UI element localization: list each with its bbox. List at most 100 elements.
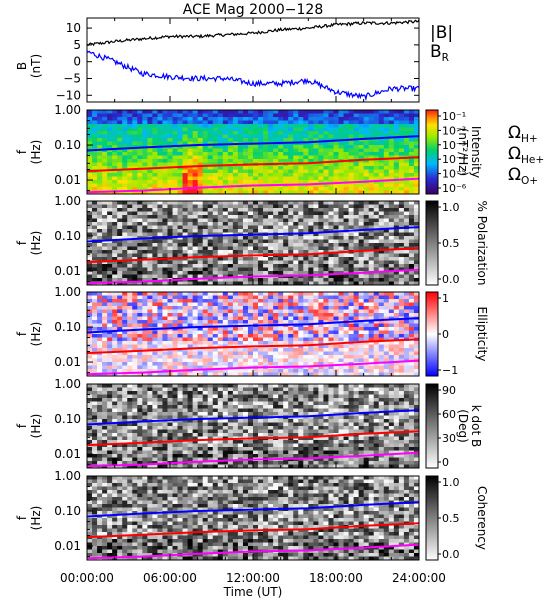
- spectrogram-cell: [288, 330, 294, 335]
- spectrogram-cell: [308, 299, 314, 303]
- spectrogram-cell: [137, 148, 143, 153]
- spectrogram-cell: [388, 243, 395, 247]
- spectrogram-cell: [87, 295, 93, 300]
- spectrogram-cell: [122, 211, 128, 216]
- spectrogram-cell: [102, 113, 108, 118]
- spectrogram-cell: [172, 243, 178, 247]
- spectrogram-cell: [107, 211, 113, 216]
- spectrogram-cell: [97, 257, 103, 261]
- spectrogram-cell: [87, 117, 93, 121]
- spectrogram-cell: [323, 162, 329, 167]
- spectrogram-cell: [117, 246, 123, 251]
- spectrogram-cell: [107, 295, 113, 300]
- spectrogram-cell: [333, 222, 339, 226]
- spectrogram-cell: [202, 166, 209, 170]
- spectrogram-cell: [162, 362, 168, 366]
- spectrogram-cell: [202, 131, 209, 135]
- spectrogram-cell: [162, 316, 168, 321]
- spectrogram-cell: [207, 204, 214, 209]
- spectrogram-cell: [242, 246, 249, 251]
- colorbar-tick-label: 10⁻⁶: [442, 182, 467, 195]
- spectrogram-cell: [343, 327, 349, 331]
- spectrogram-cell: [87, 141, 93, 146]
- spectrogram-cell: [222, 145, 229, 149]
- spectrogram-cell: [393, 173, 400, 177]
- spectrogram-cell: [92, 457, 98, 462]
- spectrogram-cell: [247, 257, 254, 261]
- spectrogram-cell: [293, 281, 299, 286]
- spectrogram-cell: [197, 355, 204, 359]
- spectrogram-cell: [333, 232, 339, 237]
- spectrogram-cell: [247, 348, 254, 352]
- spectrogram-cell: [182, 281, 189, 286]
- spectrogram-cell: [258, 201, 264, 205]
- spectrogram-cell: [132, 110, 138, 114]
- spectrogram-cell: [393, 204, 400, 209]
- spectrogram-cell: [112, 236, 118, 240]
- spectrogram-cell: [122, 267, 128, 272]
- spectrogram-cell: [293, 138, 299, 142]
- spectrogram-cell: [142, 320, 148, 324]
- spectrogram-cell: [112, 351, 118, 356]
- spectrogram-cell: [403, 190, 410, 195]
- spectrogram-cell: [398, 169, 405, 174]
- spectrogram-cell: [92, 440, 98, 444]
- spectrogram-cell: [368, 320, 375, 324]
- spectrogram-cell: [222, 313, 229, 317]
- spectrogram-cell: [353, 246, 360, 251]
- spectrogram-cell: [142, 131, 148, 135]
- spectrogram-cell: [242, 169, 249, 174]
- spectrogram-cell: [278, 337, 284, 342]
- spectrogram-cell: [222, 264, 229, 268]
- spectrogram-cell: [283, 281, 289, 286]
- spectrogram-cell: [212, 183, 219, 188]
- spectrogram-cell: [147, 323, 153, 328]
- spectrogram-cell: [253, 278, 259, 282]
- spectrogram-cell: [333, 166, 339, 170]
- spectrogram-cell: [253, 246, 259, 251]
- spectrogram-cell: [202, 295, 209, 300]
- spectrogram-cell: [408, 232, 415, 237]
- spectrogram-cell: [408, 138, 415, 142]
- spectrogram-cell: [353, 369, 360, 373]
- spectrogram-cell: [127, 138, 133, 142]
- spectrogram-cell: [202, 264, 209, 268]
- spectrogram-cell: [373, 159, 380, 163]
- spectrogram-cell: [383, 138, 390, 142]
- spectrogram-cell: [227, 362, 234, 366]
- spectrogram-cell: [403, 113, 410, 118]
- spectrogram-cell: [348, 145, 355, 149]
- spectrogram-cell: [258, 211, 264, 216]
- spectrogram-cell: [283, 309, 289, 314]
- spectrogram-cell: [368, 302, 375, 307]
- spectrogram-cell: [318, 239, 324, 244]
- spectrogram-cell: [147, 225, 153, 230]
- spectrogram-cell: [132, 201, 138, 205]
- spectrogram-cell: [263, 341, 269, 345]
- spectrogram-cell: [373, 211, 380, 216]
- spectrogram-cell: [343, 152, 349, 156]
- spectrogram-cell: [328, 264, 334, 268]
- spectrogram-cell: [303, 211, 309, 216]
- spectrogram-cell: [373, 204, 380, 209]
- spectrogram-cell: [313, 232, 319, 237]
- freq-ylabel: f: [15, 149, 29, 154]
- spectrogram-cell: [107, 201, 113, 205]
- spectrogram-cell: [303, 222, 309, 226]
- spectrogram-cell: [308, 355, 314, 359]
- spectrogram-cell: [398, 320, 405, 324]
- spectrogram-cell: [378, 320, 385, 324]
- spectrogram-cell: [253, 148, 259, 153]
- spectrogram-cell: [358, 204, 365, 209]
- spectrogram-cell: [353, 131, 360, 135]
- spectrogram-cell: [147, 208, 153, 212]
- spectrogram-cell: [122, 341, 128, 345]
- spectrogram-cell: [147, 250, 153, 254]
- spectrogram-cell: [112, 110, 118, 114]
- spectrogram-cell: [162, 229, 168, 233]
- spectrogram-cell: [227, 204, 234, 209]
- spectrogram-cell: [358, 183, 365, 188]
- spectrogram-cell: [403, 187, 410, 191]
- spectrogram-cell: [383, 141, 390, 146]
- spectrogram-cell: [263, 358, 269, 363]
